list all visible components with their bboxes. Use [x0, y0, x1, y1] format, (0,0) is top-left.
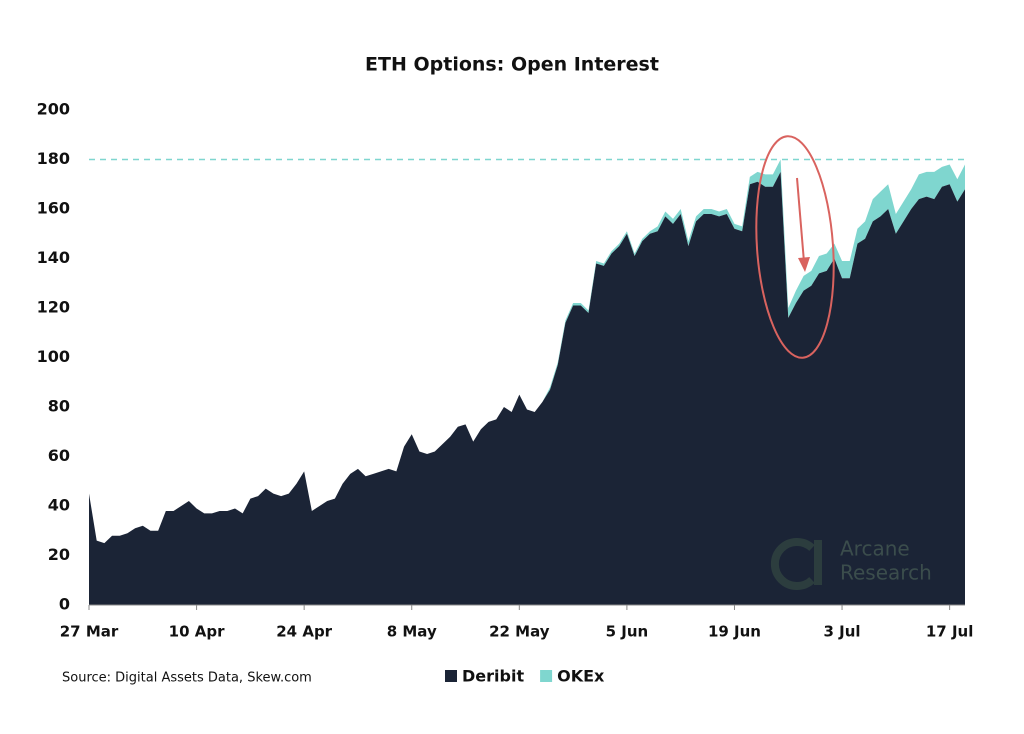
y-tick-label: 120: [37, 298, 70, 317]
watermark-logo: [770, 538, 815, 590]
legend-label: Deribit: [462, 667, 524, 686]
x-tick-label: 22 May: [489, 623, 550, 641]
y-tick-label: 20: [48, 545, 70, 564]
y-tick-label: 200: [37, 100, 70, 119]
watermark-logo: [814, 540, 822, 585]
x-tick-label: 19 Jun: [708, 623, 761, 641]
area: [89, 159, 965, 544]
y-tick-label: 0: [59, 595, 70, 614]
y-tick-label: 60: [48, 446, 70, 465]
x-tick-label: 8 May: [387, 623, 437, 641]
y-tick-label: 80: [48, 397, 70, 416]
y-tick-label: 180: [37, 149, 70, 168]
x-tick-label: 24 Apr: [276, 623, 332, 641]
legend: Deribit OKEx: [445, 667, 605, 686]
y-tick-label: 160: [37, 199, 70, 218]
chart-title: ETH Options: Open Interest: [365, 54, 659, 76]
y-tick-label: 140: [37, 248, 70, 267]
x-tick-label: 3 Jul: [824, 623, 861, 641]
y-tick-label: 100: [37, 347, 70, 366]
legend-label: OKEx: [557, 667, 605, 686]
source-note: Source: Digital Assets Data, Skew.com: [62, 671, 312, 686]
watermark-text: Arcane: [840, 537, 910, 561]
arrow-head: [798, 257, 810, 272]
area: [89, 171, 965, 605]
arrow: [796, 177, 805, 263]
x-tick-label: 10 Apr: [169, 623, 225, 641]
watermark: Arcane Research: [770, 537, 932, 590]
legend-swatch: [445, 670, 457, 682]
plot-area: [89, 158, 965, 605]
highlight-ellipse: [755, 135, 835, 359]
x-tick-label: 5 Jun: [606, 623, 649, 641]
legend-swatch: [540, 670, 553, 682]
y-tick-label: 40: [48, 496, 70, 515]
watermark-text: Research: [840, 561, 932, 585]
x-tick-label: 17 Jul: [926, 623, 974, 641]
x-tick-label: 27 Mar: [60, 623, 119, 641]
